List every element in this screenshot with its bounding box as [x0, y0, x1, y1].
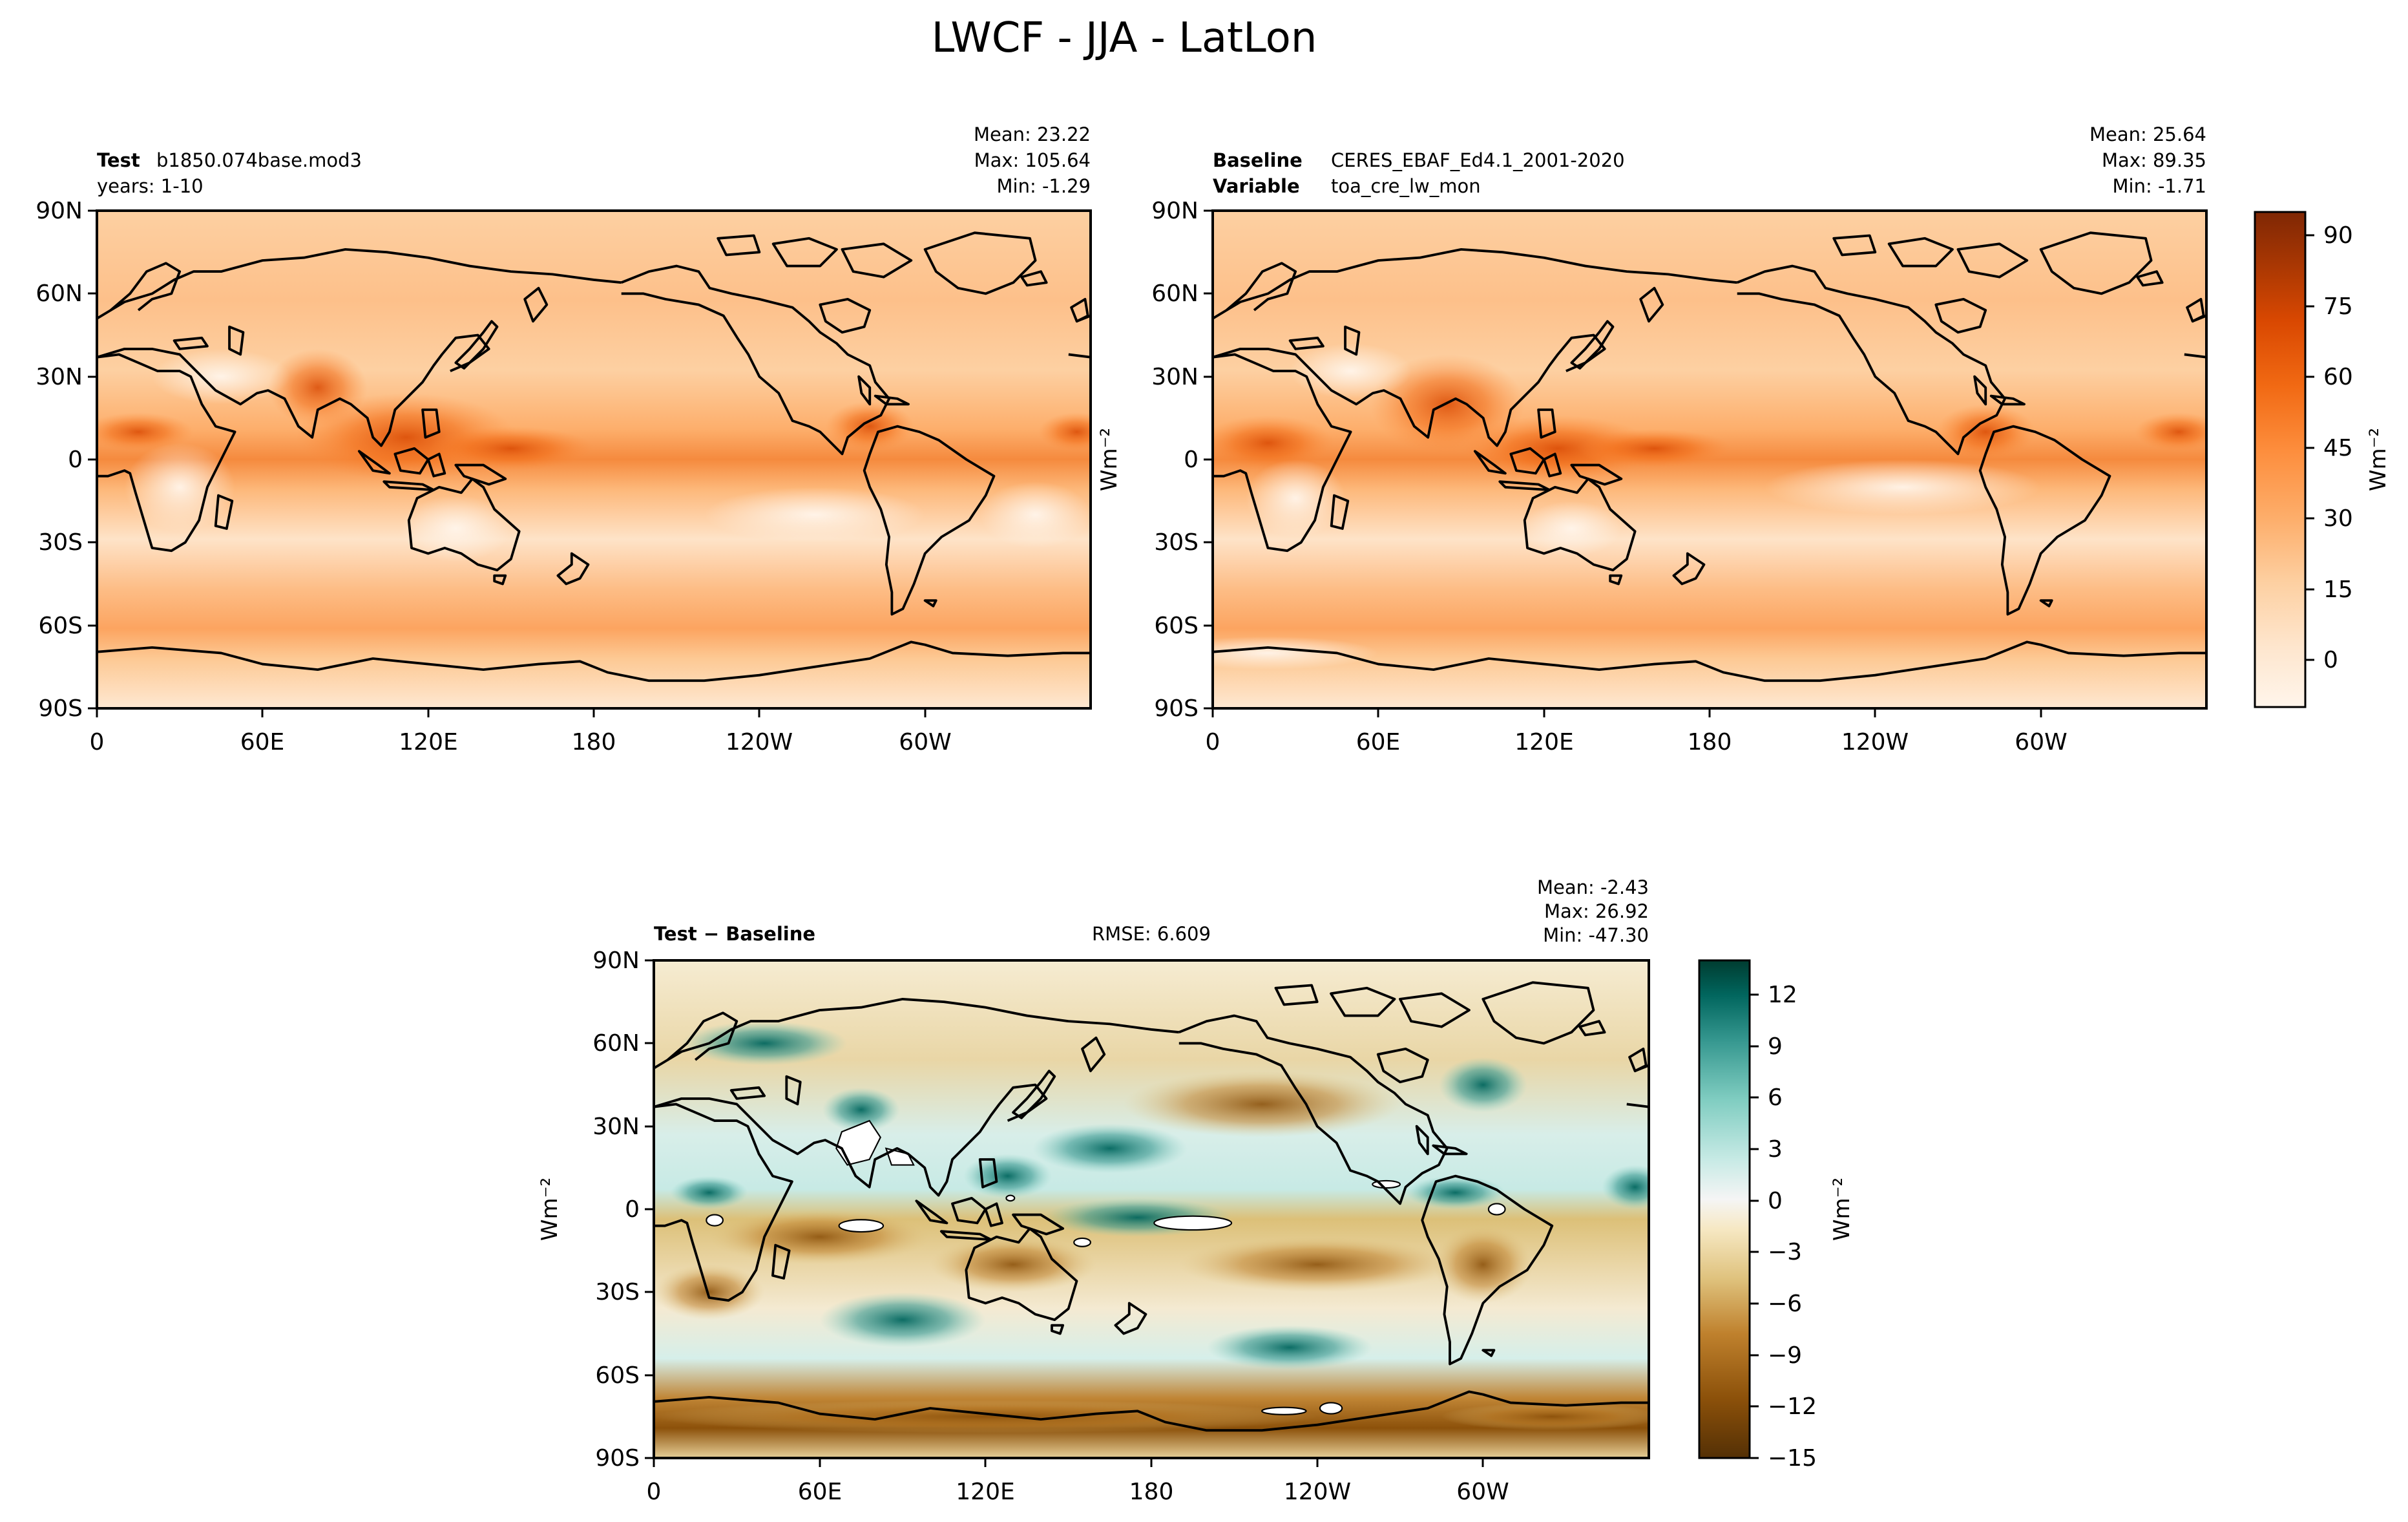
panel-baseline-stat-max: Max: 89.35: [2102, 149, 2206, 171]
panel-baseline-subtitle-value: toa_cre_lw_mon: [1331, 175, 1481, 197]
panel-baseline-ytick-2: 30N: [1151, 364, 1199, 390]
panel-test-xtick-2: 120E: [399, 729, 457, 756]
colorbar-diff-tick-1: 9: [1768, 1033, 1783, 1060]
panel-test-ytick-6: 90S: [38, 695, 83, 722]
colorbar-diff: 12 9 6 3 0 −3 −6 −9 −12 −15 Wm⁻²: [1698, 959, 1855, 1472]
panel-baseline-xtick-1: 60E: [1356, 729, 1401, 756]
panel-test: Test b1850.074base.mod3 years: 1-10 Mean…: [36, 123, 1092, 756]
colorbar-orange-tick-3: 45: [2323, 435, 2353, 461]
panel-baseline-ytick-5: 60S: [1154, 613, 1199, 639]
colorbar-diff-tick-8: −12: [1768, 1393, 1817, 1420]
panel-diff-xtick-2: 120E: [956, 1479, 1014, 1505]
panel-diff: Test − Baseline RMSE: 6.609 Mean: -2.43 …: [537, 876, 1650, 1505]
panel-test-ytick-4: 30S: [38, 529, 83, 556]
panel-diff-xtick-3: 180: [1129, 1479, 1174, 1505]
panel-diff-title: Test − Baseline: [654, 923, 815, 945]
panel-test-xticks: 0 60E 120E 180 120W 60W: [90, 729, 952, 756]
panel-test-xtick-5: 60W: [899, 729, 951, 756]
panel-diff-ylabel: Wm⁻²: [537, 1178, 563, 1241]
colorbar-diff-tick-0: 12: [1768, 982, 1797, 1008]
panel-baseline-xtick-4: 120W: [1841, 729, 1909, 756]
panel-baseline-subtitle-label: Variable: [1213, 175, 1300, 197]
panel-diff-rmse: RMSE: 6.609: [1092, 923, 1211, 945]
panel-baseline-xtick-2: 120E: [1514, 729, 1573, 756]
figure-title: LWCF - JJA - LatLon: [932, 14, 1317, 62]
panel-test-subtitle: years: 1-10: [97, 175, 204, 197]
panel-test-ytick-0: 90N: [36, 198, 83, 224]
panel-diff-ytick-3: 0: [625, 1196, 640, 1223]
colorbar-orange-tick-0: 90: [2323, 222, 2353, 249]
panel-baseline-title-label: Baseline: [1213, 149, 1303, 171]
panel-test-ytick-2: 30N: [36, 364, 83, 390]
panel-test-yticks: 90N 60N 30N 0 30S 60S 90S: [36, 198, 83, 722]
panel-baseline-map: [1213, 211, 2206, 708]
panel-baseline-xticks: 0 60E 120E 180 120W 60W: [1206, 729, 2068, 756]
colorbar-diff-tick-9: −15: [1768, 1445, 1817, 1472]
panel-baseline-ytick-0: 90N: [1151, 198, 1199, 224]
panel-diff-ytick-0: 90N: [592, 947, 640, 974]
colorbar-diff-tick-4: 0: [1768, 1188, 1783, 1214]
panel-test-xtick-3: 180: [572, 729, 616, 756]
panel-test-title-label: Test: [97, 149, 140, 171]
panel-baseline-ytick-1: 60N: [1151, 280, 1199, 307]
panel-test-map: [97, 211, 1091, 708]
colorbar-diff-tick-6: −6: [1768, 1291, 1802, 1317]
panel-diff-ytick-6: 90S: [595, 1445, 640, 1472]
panel-baseline-xtick-3: 180: [1688, 729, 1732, 756]
panel-baseline-yticks: 90N 60N 30N 0 30S 60S 90S: [1151, 198, 1199, 722]
colorbar-diff-tick-2: 6: [1768, 1084, 1783, 1111]
panel-diff-yticks: 90N 60N 30N 0 30S 60S 90S: [592, 947, 640, 1472]
panel-test-title-value: b1850.074base.mod3: [156, 149, 362, 171]
colorbar-orange-tick-6: 0: [2323, 647, 2338, 673]
panel-baseline-ylabel: Wm⁻²: [1096, 428, 1122, 491]
panel-diff-stat-mean: Mean: -2.43: [1537, 876, 1649, 898]
panel-diff-xtick-4: 120W: [1284, 1479, 1351, 1505]
panel-baseline-ytick-3: 0: [1184, 447, 1199, 473]
panel-diff-ytick-4: 30S: [595, 1279, 640, 1305]
panel-diff-map: [654, 960, 1649, 1458]
panel-test-ytick-3: 0: [68, 447, 83, 473]
colorbar-diff-tick-7: −9: [1768, 1342, 1802, 1369]
panel-baseline-ytick-4: 30S: [1154, 529, 1199, 556]
panel-diff-xticks: 0 60E 120E 180 120W 60W: [647, 1479, 1509, 1505]
colorbar-orange-tick-2: 60: [2323, 364, 2353, 390]
panel-baseline-stat-mean: Mean: 25.64: [2089, 123, 2206, 145]
colorbar-orange-tick-4: 30: [2323, 505, 2353, 532]
colorbar-diff-tick-3: 3: [1768, 1136, 1783, 1163]
panel-baseline: Baseline CERES_EBAF_Ed4.1_2001-2020 Vari…: [1096, 123, 2208, 756]
panel-test-stat-min: Min: -1.29: [997, 175, 1091, 197]
panel-test-xtick-0: 0: [90, 729, 105, 756]
panel-diff-ytick-5: 60S: [595, 1362, 640, 1389]
colorbar-orange-tick-5: 15: [2323, 576, 2353, 603]
panel-baseline-stat-min: Min: -1.71: [2113, 175, 2206, 197]
panel-diff-ytick-1: 60N: [592, 1030, 640, 1057]
panel-diff-xtick-1: 60E: [798, 1479, 843, 1505]
panel-baseline-xtick-0: 0: [1206, 729, 1220, 756]
panel-test-ytick-5: 60S: [38, 613, 83, 639]
panel-test-stat-max: Max: 105.64: [974, 149, 1091, 171]
panel-baseline-title-value: CERES_EBAF_Ed4.1_2001-2020: [1331, 149, 1625, 171]
colorbar-orange: 90 75 60 45 30 15 0 Wm⁻²: [2254, 211, 2391, 708]
colorbar-orange-label: Wm⁻²: [2365, 428, 2391, 491]
panel-diff-xtick-5: 60W: [1456, 1479, 1509, 1505]
panel-diff-stat-min: Min: -47.30: [1543, 924, 1649, 946]
panel-diff-ytick-2: 30N: [592, 1114, 640, 1140]
colorbar-orange-tick-1: 75: [2323, 293, 2353, 320]
panel-test-xtick-4: 120W: [726, 729, 793, 756]
colorbar-diff-label: Wm⁻²: [1829, 1178, 1855, 1241]
panel-baseline-xtick-5: 60W: [2015, 729, 2067, 756]
panel-diff-stat-max: Max: 26.92: [1544, 900, 1649, 922]
panel-test-stat-mean: Mean: 23.22: [974, 123, 1091, 145]
panel-baseline-ytick-6: 90S: [1154, 695, 1199, 722]
panel-test-ytick-1: 60N: [36, 280, 83, 307]
colorbar-diff-tick-5: −3: [1768, 1239, 1802, 1265]
panel-test-xtick-1: 60E: [240, 729, 285, 756]
panel-diff-xtick-0: 0: [647, 1479, 662, 1505]
